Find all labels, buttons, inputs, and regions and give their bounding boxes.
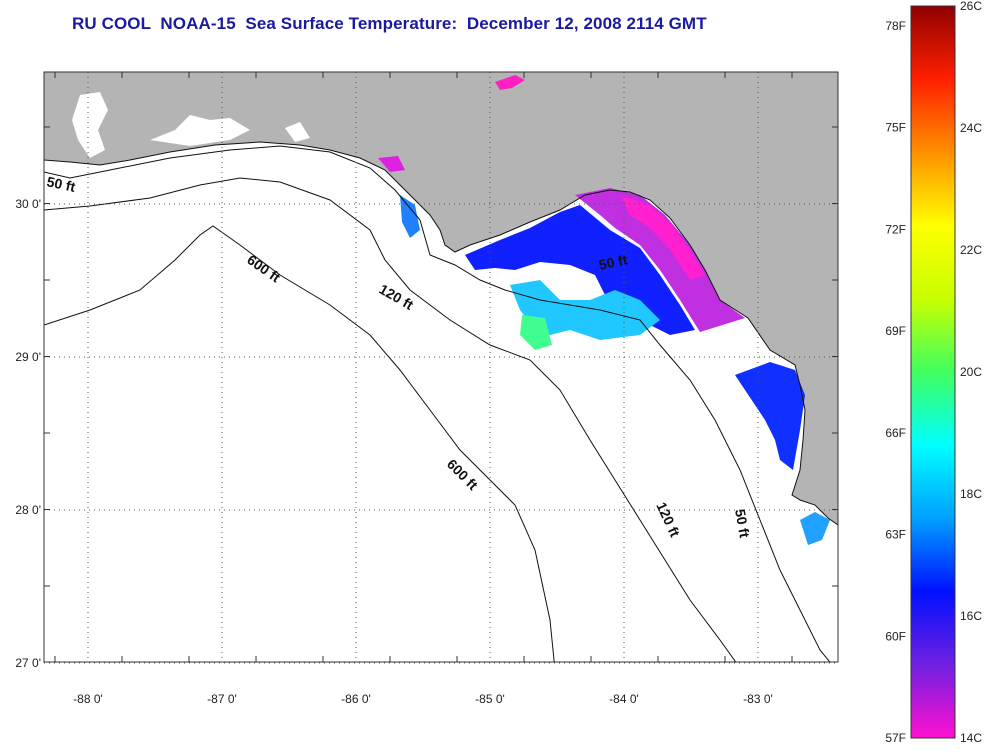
map-layer	[44, 72, 838, 662]
latitude-tick-label: 30 0'	[15, 197, 41, 211]
colorbar-label-f: 63F	[885, 528, 906, 542]
colorbar-label-f: 57F	[885, 731, 906, 745]
sst-patch-north-magenta	[620, 195, 705, 280]
colorbar-label-c: 24C	[960, 121, 982, 135]
plot-border	[43, 71, 839, 663]
contour-120ft	[44, 177, 737, 662]
colorbar-label-c: 18C	[960, 487, 982, 501]
bay-shape	[72, 92, 108, 158]
latitude-tick-label: 27 0'	[15, 656, 41, 670]
contour-50ft	[44, 145, 831, 662]
colorbar-label-c: 14C	[960, 731, 982, 745]
contour-600ft	[44, 225, 555, 662]
colorbar-label-c: 22C	[960, 243, 982, 257]
longitude-tick-label: -83 0'	[743, 692, 773, 706]
latitude-axis: 30 0' 29 0' 28 0' 27 0'	[15, 197, 41, 670]
longitude-tick-label: -85 0'	[475, 692, 505, 706]
graticule	[44, 72, 838, 664]
sst-patch-inland	[378, 156, 405, 172]
longitude-tick-label: -88 0'	[73, 692, 103, 706]
colorbar-fahrenheit-labels: 78F 75F 72F 69F 66F 63F 60F 57F	[885, 19, 906, 745]
longitude-tick-label: -86 0'	[341, 692, 371, 706]
sst-patch-inland	[495, 75, 525, 90]
sst-patch-south	[735, 362, 805, 470]
bay-shape	[285, 122, 310, 142]
colorbar-celsius-labels: 26C 24C 22C 20C 18C 16C 14C	[960, 0, 982, 745]
colorbar-label-f: 66F	[885, 426, 906, 440]
colorbar-label-f: 60F	[885, 629, 906, 643]
land-area	[44, 72, 838, 525]
colorbar-label-f: 75F	[885, 121, 906, 135]
map-title: RU COOL NOAA-15 Sea Surface Temperature:…	[72, 14, 707, 33]
sst-patch-north	[575, 188, 745, 332]
sst-patch-green	[520, 315, 552, 350]
longitude-axis: -88 0' -87 0' -86 0' -85 0' -84 0' -83 0'	[73, 692, 773, 706]
colorbar	[910, 5, 956, 739]
contour-label-50ft: 50 ft	[732, 508, 753, 539]
sst-patch-tampa	[800, 512, 830, 545]
longitude-tick-label: -87 0'	[207, 692, 237, 706]
colorbar-label-f: 78F	[885, 19, 906, 33]
colorbar-label-c: 26C	[960, 0, 982, 13]
contour-label-50ft: 50 ft	[45, 173, 77, 195]
longitude-tick-label: -84 0'	[609, 692, 639, 706]
colorbar-label-f: 69F	[885, 324, 906, 338]
latitude-tick-label: 28 0'	[15, 503, 41, 517]
colorbar-label-c: 20C	[960, 365, 982, 379]
colorbar-label-f: 72F	[885, 222, 906, 236]
sst-patch-cyan	[510, 280, 660, 340]
colorbar-label-c: 16C	[960, 609, 982, 623]
contour-label-50ft: 50 ft	[597, 251, 629, 273]
sst-patch-west	[400, 195, 420, 238]
bay-shape	[150, 115, 250, 146]
latitude-tick-label: 29 0'	[15, 350, 41, 364]
coastline	[44, 141, 838, 526]
